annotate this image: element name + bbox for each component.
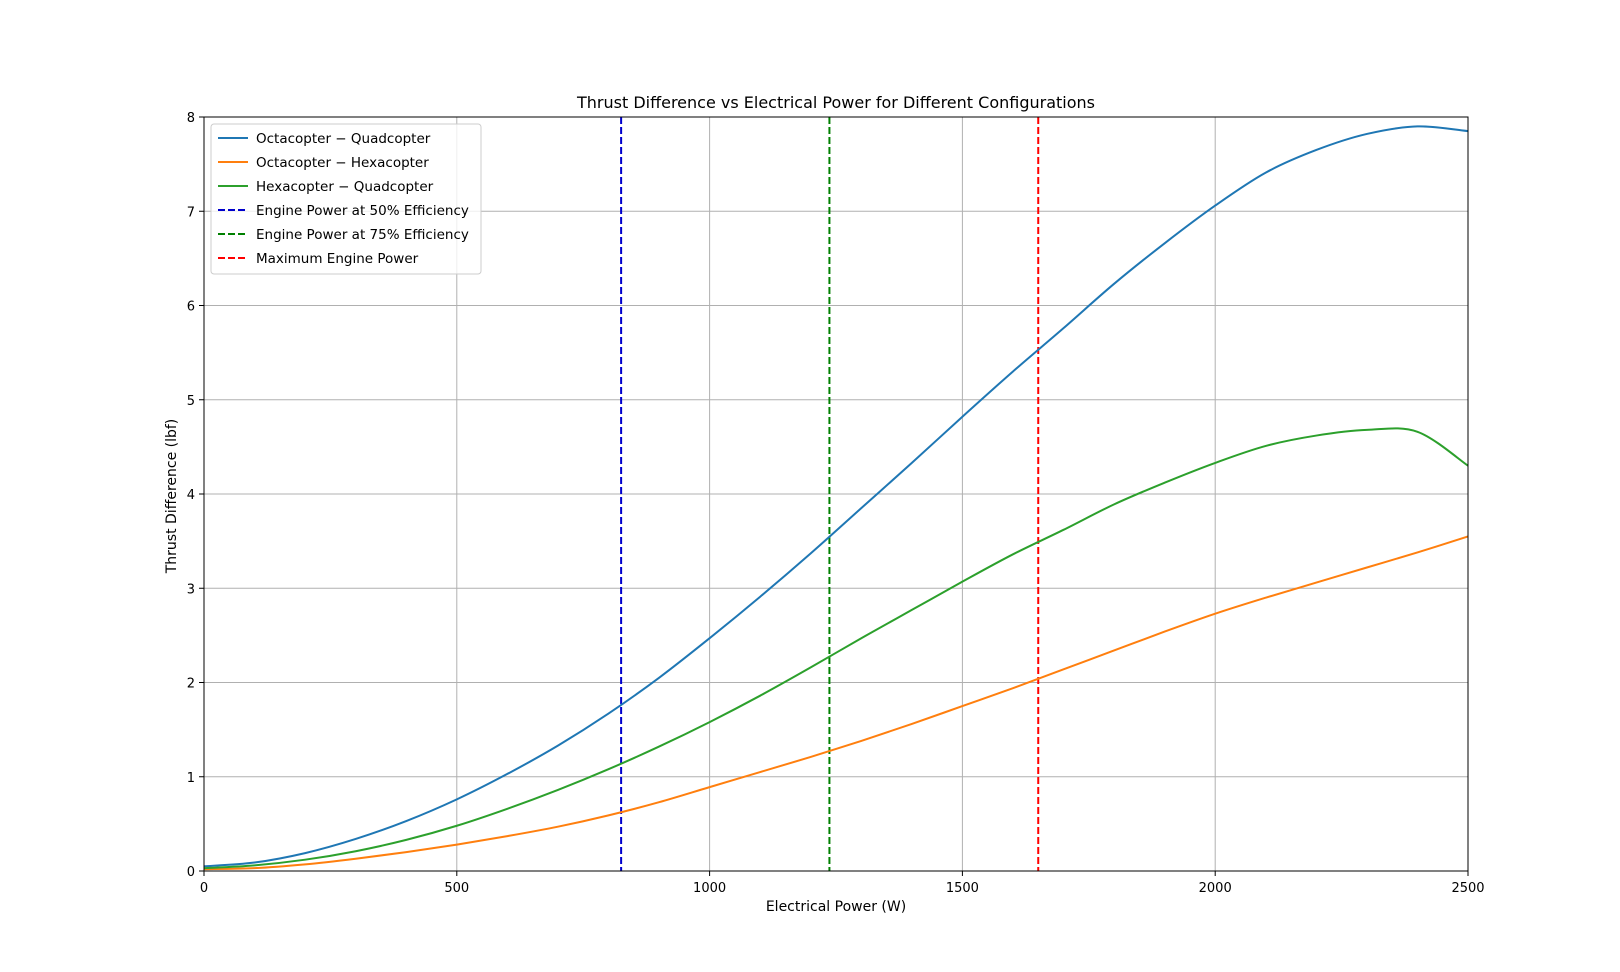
series-line-1	[203, 125, 1469, 868]
legend-label: Octacopter − Quadcopter	[256, 131, 431, 147]
y-tick-label: 0	[187, 865, 195, 880]
y-tick-label: 7	[187, 205, 195, 220]
legend: Octacopter − Quadcopter Octacopter − Hexa…	[210, 123, 482, 275]
series-line-3	[203, 427, 1469, 870]
legend-label: Engine Power at 50% Efficiency	[256, 203, 469, 219]
y-axis-label: Thrust Difference (lbf)	[164, 419, 180, 575]
y-tick-label: 1	[187, 771, 195, 786]
y-tick-label: 2	[187, 677, 195, 692]
y-tick-label: 6	[187, 300, 195, 315]
y-tick-label: 5	[187, 394, 195, 409]
legend-label: Octacopter − Hexacopter	[256, 155, 429, 171]
legend-box	[210, 123, 482, 275]
y-tick-label: 8	[187, 111, 195, 126]
legend-label: Engine Power at 75% Efficiency	[256, 227, 469, 243]
chart-title: Thrust Difference vs Electrical Power fo…	[576, 93, 1095, 112]
x-tick-label: 2000	[1199, 881, 1232, 896]
series-lines	[203, 125, 1469, 871]
y-tick-label: 4	[187, 488, 195, 503]
x-tick-label: 1500	[946, 881, 979, 896]
x-axis-label: Electrical Power (W)	[766, 899, 906, 915]
x-tick-label: 500	[444, 881, 469, 896]
legend-label: Maximum Engine Power	[256, 251, 419, 267]
x-tick-label: 1000	[693, 881, 726, 896]
x-tick-label: 2500	[1451, 881, 1484, 896]
vertical-reference-lines	[620, 117, 1040, 871]
legend-label: Hexacopter − Quadcopter	[256, 179, 434, 195]
series-line-2	[203, 535, 1469, 871]
y-tick-label: 3	[187, 582, 195, 597]
x-tick-label: 0	[200, 881, 208, 896]
x-axis-ticks: 0 500 1000 1500 2000 2500	[200, 871, 1485, 896]
y-axis-ticks: 0 1 2 3 4 5 6 7 8	[187, 111, 204, 880]
